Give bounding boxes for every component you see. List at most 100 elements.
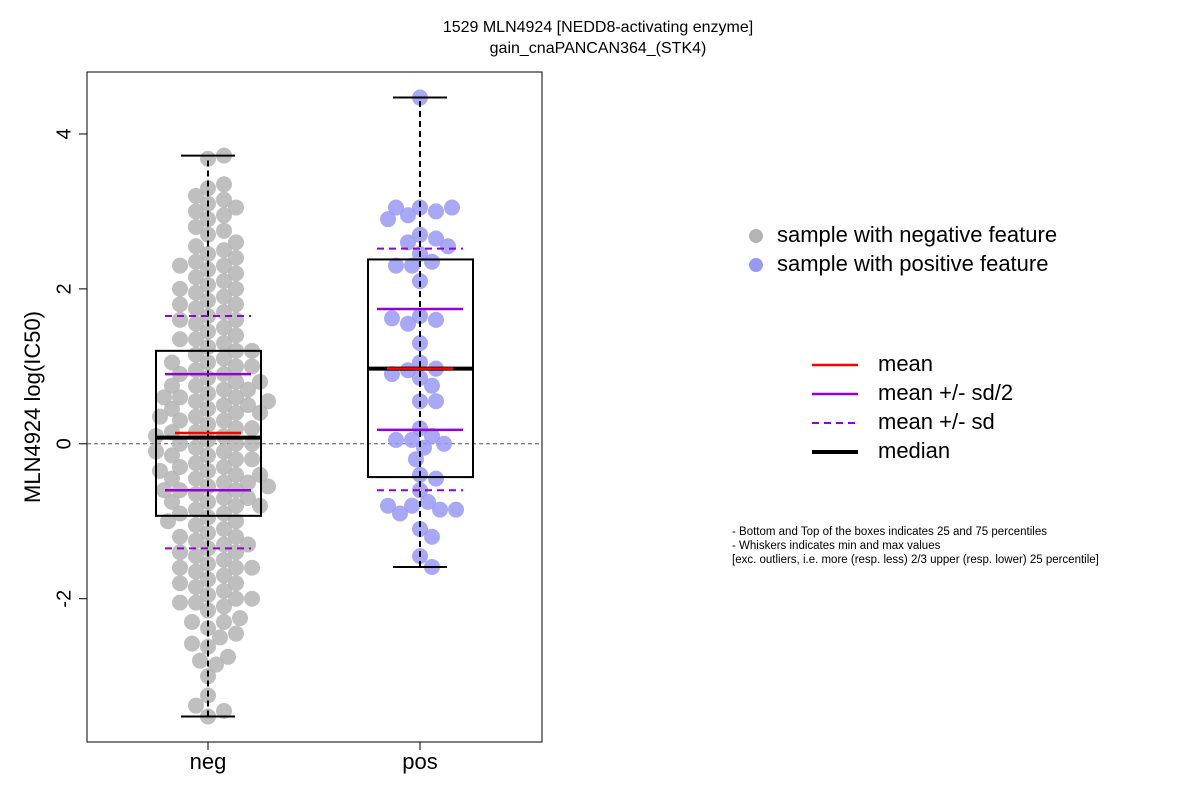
data-point [232,610,248,627]
data-point [216,397,232,414]
data-point [156,389,172,406]
data-point [428,311,444,328]
data-point [412,199,428,216]
data-point [188,563,204,580]
data-point [428,203,444,220]
data-point [400,315,416,332]
data-point [412,420,428,437]
data-point [228,199,244,216]
data-point [188,501,204,518]
data-point [380,211,396,228]
data-point [212,629,228,646]
plot-frame [86,71,543,743]
data-point [164,400,180,417]
data-point [200,261,216,278]
data-point [440,238,456,255]
data-point [152,408,168,425]
data-point [380,497,396,514]
data-point [172,575,188,592]
y-tick-label: 2 [53,283,75,294]
data-point [428,470,444,487]
data-point [424,428,440,445]
data-point [188,455,204,472]
data-point [200,400,216,417]
box [155,349,262,517]
data-point [200,211,216,228]
data-point [160,513,176,530]
data-point [216,474,232,491]
data-point [228,559,244,576]
x-tick-label: neg [190,749,227,774]
data-point [188,594,204,611]
data-point [400,234,416,251]
data-point [216,567,232,584]
data-point [184,613,200,630]
data-point [164,493,180,510]
data-point [448,501,464,518]
data-point [188,517,204,534]
data-point [188,187,204,204]
data-point [228,528,244,545]
legend-label: sample with negative feature [777,222,1057,247]
data-point [216,598,232,615]
data-point [244,435,260,452]
data-point [164,447,180,464]
data-point [188,315,204,332]
chart-subtitle: gain_cnaPANCAN364_(STK4) [490,40,707,57]
data-point [216,335,232,352]
data-point [188,238,204,255]
data-point [240,397,256,414]
data-point [188,532,204,549]
data-point [216,505,232,522]
data-point [216,191,232,208]
data-point [172,594,188,611]
data-point [436,435,452,452]
data-point [216,222,232,239]
data-point [216,582,232,599]
data-point [260,393,276,410]
data-point [244,420,260,437]
data-point [228,590,244,607]
data-point [240,490,256,507]
data-point [188,203,204,220]
data-point [228,513,244,530]
note: [exc. outliers, i.e. more (resp. less) 2… [732,554,1099,566]
data-point [424,253,440,270]
data-point [188,548,204,565]
y-tick-label: 4 [53,128,75,139]
data-point [216,703,232,720]
data-point [216,273,232,290]
data-point [188,218,204,235]
data-point [260,478,276,495]
data-point [164,470,180,487]
data-point [188,697,204,714]
data-point [244,358,260,375]
data-point [392,505,408,522]
note: - Whiskers indicates min and max values [732,540,941,552]
data-point [216,319,232,336]
data-point [172,459,188,476]
data-point [244,590,260,607]
data-point [216,350,232,367]
data-point [220,648,236,665]
data-point [228,625,244,642]
data-point [200,638,216,655]
data-point [388,431,404,448]
data-point [188,300,204,317]
data-point [228,358,244,375]
data-point [228,296,244,313]
legend-label: median [878,438,950,463]
data-point [216,412,232,429]
note: - Bottom and Top of the boxes indicates … [732,526,1047,538]
data-point [216,490,232,507]
data-point [188,393,204,410]
data-point [200,571,216,588]
data-point [228,373,244,390]
data-point [228,249,244,266]
data-point [164,377,180,394]
data-point [420,493,436,510]
data-point [172,331,188,348]
data-point [172,505,188,522]
data-point [432,501,448,518]
data-point [172,544,188,561]
